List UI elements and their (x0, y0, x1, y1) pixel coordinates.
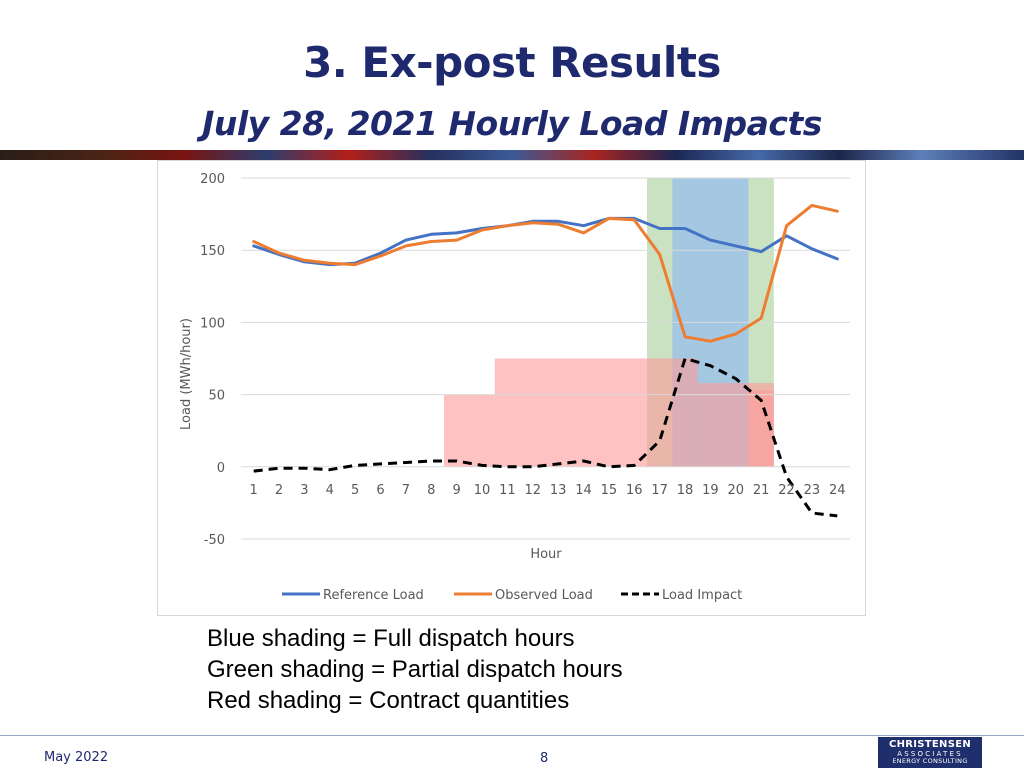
x-tick-label: 10 (474, 483, 491, 498)
x-tick-label: 17 (651, 483, 668, 498)
shading-layer (444, 178, 774, 467)
legend-label: Load Impact (662, 588, 742, 603)
x-tick-label: 22 (778, 483, 795, 498)
x-tick-label: 6 (376, 483, 384, 498)
x-tick-label: 11 (499, 483, 516, 498)
y-tick-label: 150 (200, 244, 225, 259)
x-tick-label: 18 (677, 483, 694, 498)
x-axis-title: Hour (530, 547, 562, 562)
x-tick-label: 3 (300, 483, 308, 498)
slide-title: 3. Ex-post Results (303, 38, 721, 87)
x-tick-label: 15 (601, 483, 618, 498)
x-tick-label: 19 (702, 483, 719, 498)
company-logo: CHRISTENSEN ASSOCIATES ENERGY CONSULTING (878, 737, 982, 768)
y-tick-label: 50 (208, 389, 225, 404)
contract-quantity-shading-2 (494, 358, 698, 467)
contract-quantity-shading-1 (444, 394, 495, 467)
y-tick-label: 0 (217, 461, 225, 476)
shading-caption: Blue shading = Full dispatch hours Green… (207, 623, 623, 716)
page-number: 8 (540, 751, 549, 766)
x-tick-label: 7 (402, 483, 410, 498)
logo-line-1: CHRISTENSEN (888, 739, 972, 750)
x-tick-label: 2 (275, 483, 283, 498)
x-tick-label: 21 (753, 483, 770, 498)
x-tick-label: 20 (728, 483, 745, 498)
decorative-banner (0, 150, 1024, 160)
x-tick-label: 23 (804, 483, 821, 498)
x-tick-label: 5 (351, 483, 359, 498)
series-line-load-impact (253, 357, 838, 518)
line-layer (252, 203, 839, 518)
footer-date: May 2022 (44, 750, 109, 765)
x-tick-label: 1 (250, 483, 258, 498)
slide-subtitle: July 28, 2021 Hourly Load Impacts (202, 104, 822, 143)
series-line-observed-load (252, 203, 839, 343)
caption-line-green: Green shading = Partial dispatch hours (207, 656, 623, 683)
x-tick-label: 12 (525, 483, 542, 498)
caption-line-red: Red shading = Contract quantities (207, 687, 570, 714)
x-tick-label: 4 (326, 483, 334, 498)
x-tick-label: 14 (575, 483, 592, 498)
x-tick-label: 9 (453, 483, 461, 498)
x-tick-label: 24 (829, 483, 846, 498)
logo-line-2: ASSOCIATES (897, 750, 963, 758)
y-tick-label: 100 (200, 316, 225, 331)
y-axis-title: Load (MWh/hour) (179, 318, 194, 430)
x-tick-label: 8 (427, 483, 435, 498)
chart-legend: Reference Load Observed Load Load Impact (282, 588, 742, 603)
x-tick-label: 13 (550, 483, 567, 498)
footer-divider (0, 735, 1024, 736)
x-tick-label: 16 (626, 483, 643, 498)
y-tick-label: 200 (200, 172, 225, 187)
legend-label: Reference Load (323, 588, 424, 603)
logo-line-3: ENERGY CONSULTING (892, 757, 968, 765)
legend-label: Observed Load (495, 588, 593, 603)
y-tick-label: -50 (204, 533, 225, 548)
caption-line-blue: Blue shading = Full dispatch hours (207, 625, 575, 652)
